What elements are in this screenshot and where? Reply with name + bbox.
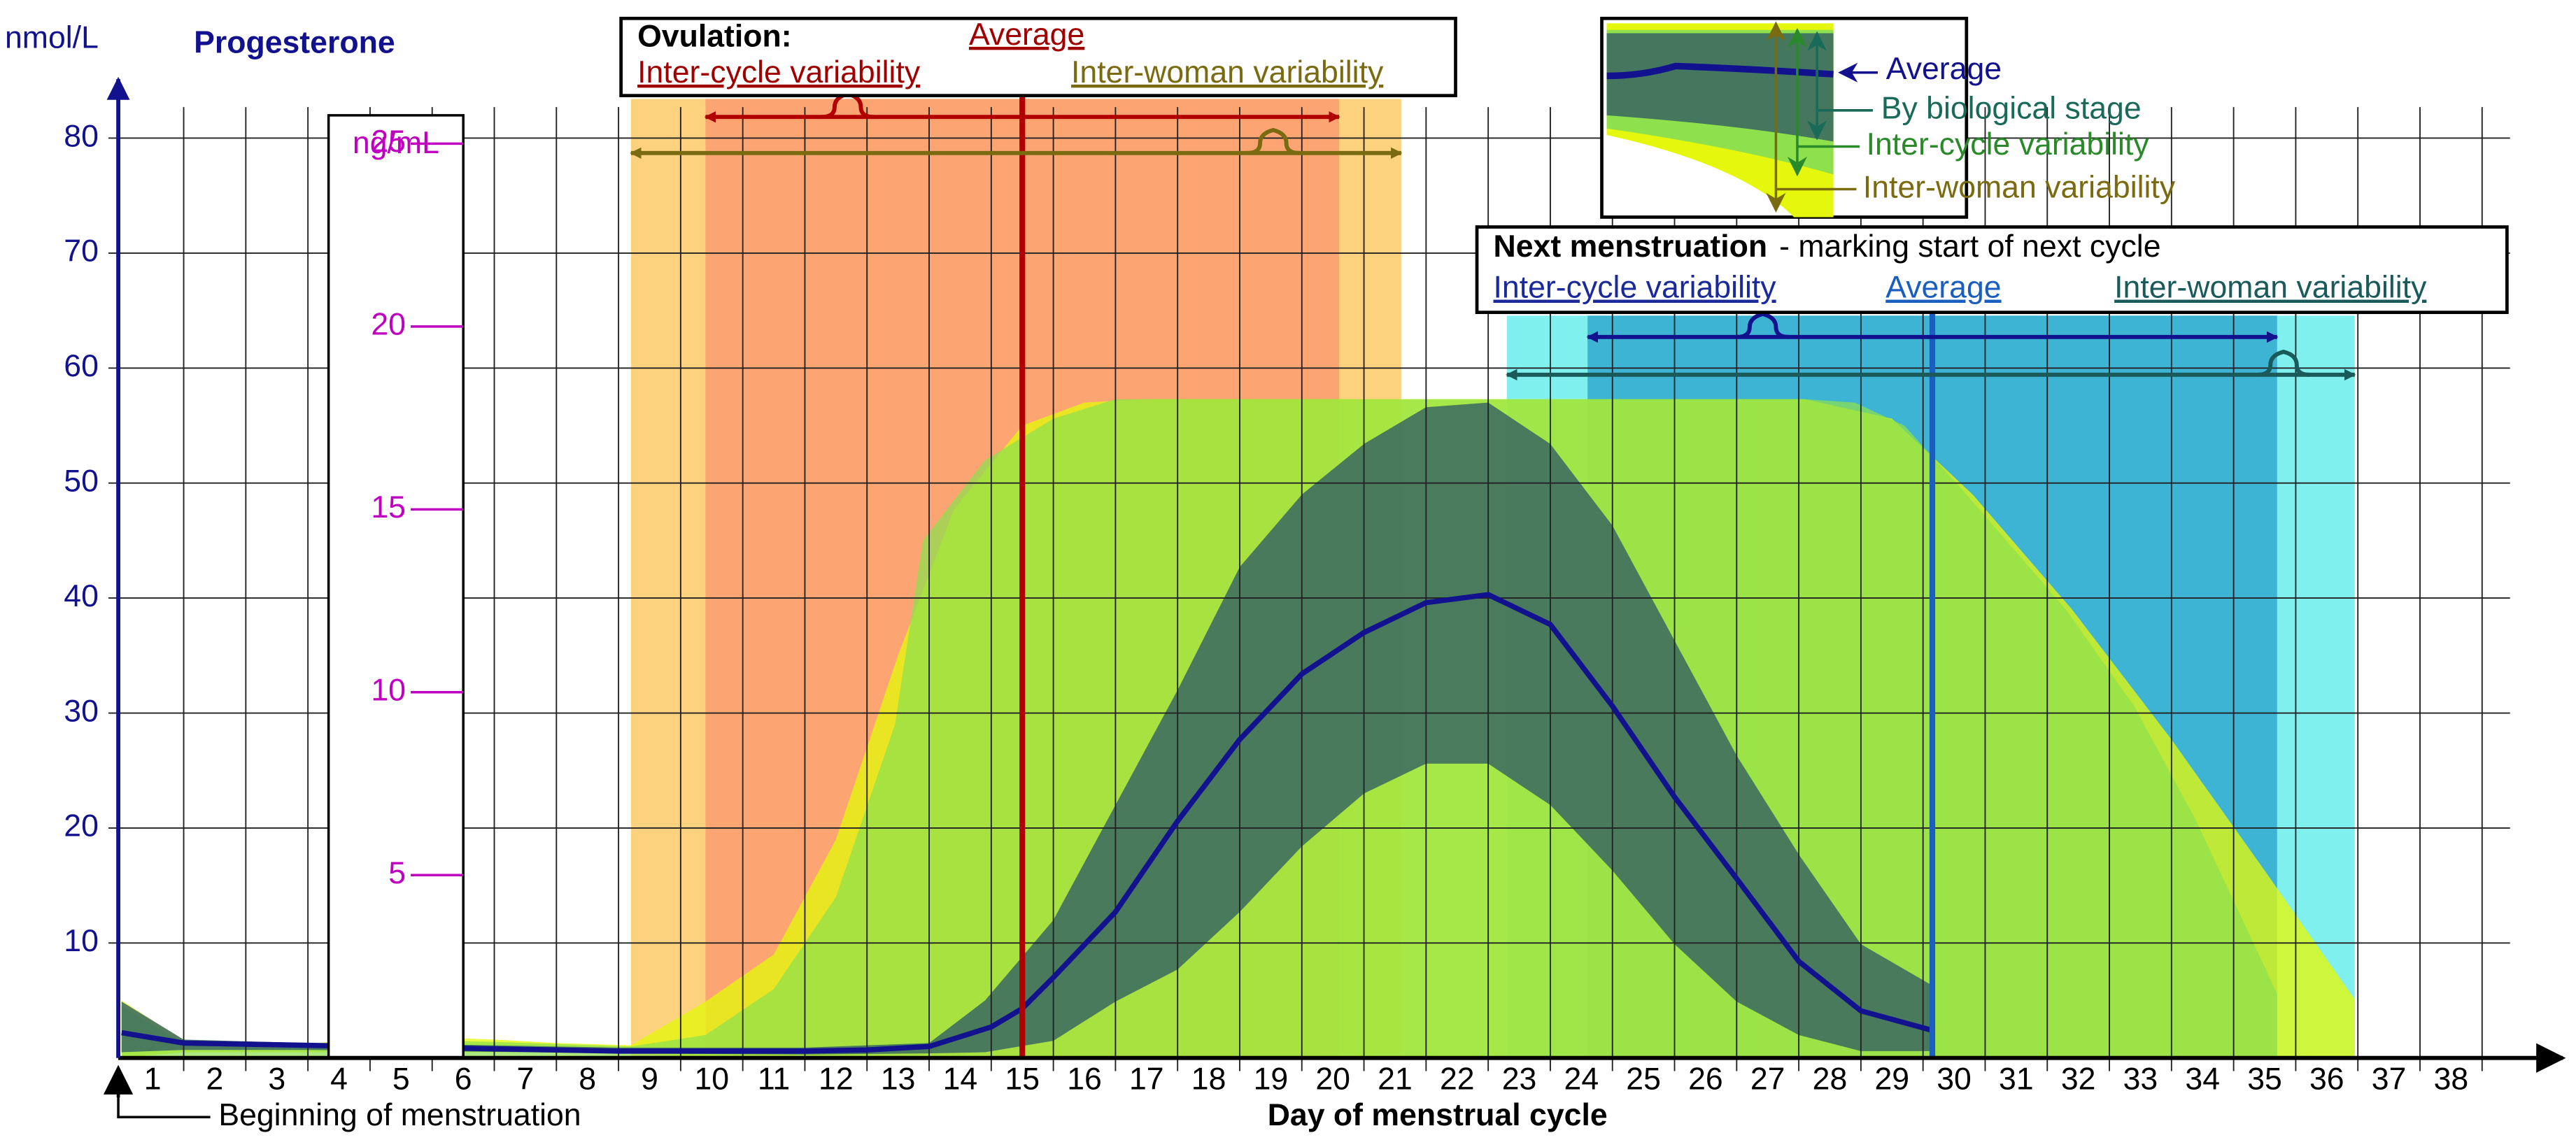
x-tick-label: 30 <box>1937 1062 1972 1096</box>
ovulation-average-label: Average <box>969 17 1084 52</box>
y2-tick-label: 15 <box>371 490 406 525</box>
start-label: Beginning of menstruation <box>218 1098 581 1132</box>
x-tick-label: 15 <box>1005 1062 1040 1096</box>
start-connector <box>117 1071 211 1119</box>
x-tick-label: 20 <box>1315 1062 1350 1096</box>
x-tick-label: 5 <box>392 1062 410 1096</box>
ovulation-label: Ovulation: <box>637 19 792 53</box>
x-tick-label: 11 <box>758 1062 790 1096</box>
ovulation-inter-cycle-label: Inter-cycle variability <box>637 55 921 90</box>
x-tick-label: 12 <box>819 1062 854 1096</box>
x-tick-label: 1 <box>144 1062 162 1096</box>
chart-title: Progesterone <box>194 26 395 60</box>
x-tick-label: 22 <box>1440 1062 1475 1096</box>
x-tick-label: 32 <box>2061 1062 2096 1096</box>
next-inter-cycle-label: Inter-cycle variability <box>1494 271 1777 305</box>
x-tick-label: 10 <box>694 1062 729 1096</box>
y2-tick-label: 20 <box>371 308 406 342</box>
x-tick-label: 14 <box>943 1062 978 1096</box>
y-tick-label: 40 <box>64 579 99 613</box>
x-tick-label: 7 <box>516 1062 534 1096</box>
x-tick-label: 35 <box>2247 1062 2282 1096</box>
legend-entry: Inter-cycle variability <box>1867 127 2150 162</box>
ovulation-box <box>619 16 1457 98</box>
x-tick-label: 26 <box>1688 1062 1723 1096</box>
x-tick-label: 34 <box>2185 1062 2220 1096</box>
x-tick-label: 28 <box>1813 1062 1848 1096</box>
x-tick-label: 36 <box>2309 1062 2344 1096</box>
x-tick-label: 21 <box>1378 1062 1413 1096</box>
y2-tick-label: 25 <box>371 124 406 159</box>
legend-entry: Inter-woman variability <box>1863 170 2176 204</box>
next-note: - marking start of next cycle <box>1779 229 2160 264</box>
legend-entry: Average <box>1886 52 2002 86</box>
x-tick-label: 23 <box>1502 1062 1537 1096</box>
annotations: Progesterone nmol/L Day of menstrual cyc… <box>5 16 2509 1132</box>
x-tick-label: 19 <box>1254 1062 1289 1096</box>
x-tick-label: 29 <box>1874 1062 1909 1096</box>
x-tick-label: 18 <box>1191 1062 1226 1096</box>
brace <box>1247 127 1300 155</box>
y2-tick-label: 10 <box>371 674 406 708</box>
next-box <box>1475 225 2509 314</box>
ovulation-inter-woman-label: Inter-woman variability <box>1071 55 1384 90</box>
x-tick-label: 24 <box>1564 1062 1599 1096</box>
legend: Average By biological stage Inter-cycle … <box>1600 16 2176 219</box>
y-tick-label: 50 <box>64 464 99 498</box>
y-tick-label: 80 <box>64 119 99 153</box>
x-tick-label: 16 <box>1067 1062 1102 1096</box>
x-tick-label: 38 <box>2434 1062 2469 1096</box>
y2-panel <box>327 114 465 1058</box>
y-tick-label: 30 <box>64 694 99 728</box>
y-tick-label: 10 <box>64 924 99 958</box>
y-tick-label: 20 <box>64 809 99 843</box>
x-tick-label: 13 <box>881 1062 916 1096</box>
x-tick-label: 8 <box>579 1062 596 1096</box>
x-tick-label: 37 <box>2372 1062 2407 1096</box>
y-tick-label: 60 <box>64 349 99 383</box>
x-tick-label: 2 <box>206 1062 224 1096</box>
x-axis-label: Day of menstrual cycle <box>1268 1098 1608 1132</box>
x-tick-label: 9 <box>641 1062 658 1096</box>
x-tick-label: 33 <box>2123 1062 2158 1096</box>
y2-tick-label: 5 <box>388 856 406 890</box>
y-tick-label: 70 <box>64 234 99 269</box>
x-tick-label: 3 <box>268 1062 285 1096</box>
foreground: 1 2 3 4 5 6 7 8 9 10 11 12 13 14 15 16 17 18 19 20 21 22 23 24 2… <box>64 52 2566 1098</box>
x-tick-label: 27 <box>1750 1062 1785 1096</box>
next-inter-woman-label: Inter-woman variability <box>2114 271 2427 305</box>
next-average-label: Average <box>1885 271 2001 305</box>
next-label: Next menstruation <box>1494 229 1768 264</box>
y-axis-label: nmol/L <box>5 21 99 55</box>
variability-band <box>121 402 1932 1055</box>
x-tick-label: 25 <box>1626 1062 1661 1096</box>
bands <box>121 399 2355 1058</box>
x-tick-label: 17 <box>1129 1062 1164 1096</box>
x-tick-label: 6 <box>455 1062 472 1096</box>
x-tick-label: 4 <box>330 1062 348 1096</box>
x-tick-label: 31 <box>1999 1062 2034 1096</box>
brace <box>2257 349 2310 377</box>
legend-entry: By biological stage <box>1881 92 2142 126</box>
